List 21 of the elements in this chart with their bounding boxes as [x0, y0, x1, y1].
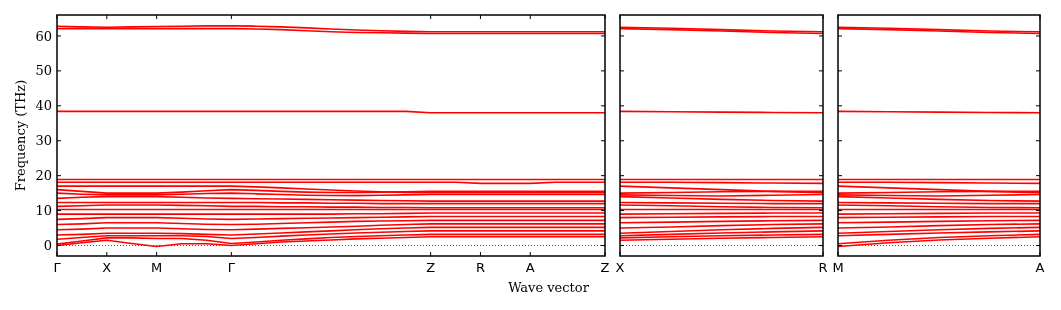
x-tick-label: R	[475, 260, 485, 275]
y-tick-label: 50	[35, 63, 52, 79]
x-tick-label: Γ	[53, 260, 62, 275]
y-tick-label: 30	[35, 133, 52, 149]
y-tick-label: 0	[43, 238, 52, 254]
y-tick-label: 20	[35, 168, 52, 184]
x-tick-label: R	[818, 260, 828, 275]
x-tick-label: M	[151, 260, 163, 275]
x-tick-label: Γ	[227, 260, 236, 275]
x-tick-label: A	[1035, 260, 1045, 275]
y-axis-title: Frequency (THz)	[13, 79, 28, 192]
x-tick-label: X	[615, 260, 625, 275]
y-tick-label: 10	[35, 203, 52, 219]
x-tick-label: X	[102, 260, 112, 275]
x-tick-label: Z	[426, 260, 436, 275]
y-tick-label: 60	[35, 28, 52, 44]
y-tick-label: 40	[35, 98, 52, 114]
x-tick-label: M	[832, 260, 844, 275]
x-tick-label: Z	[600, 260, 610, 275]
x-axis-title: Wave vector	[508, 280, 590, 295]
x-tick-label: A	[525, 260, 535, 275]
